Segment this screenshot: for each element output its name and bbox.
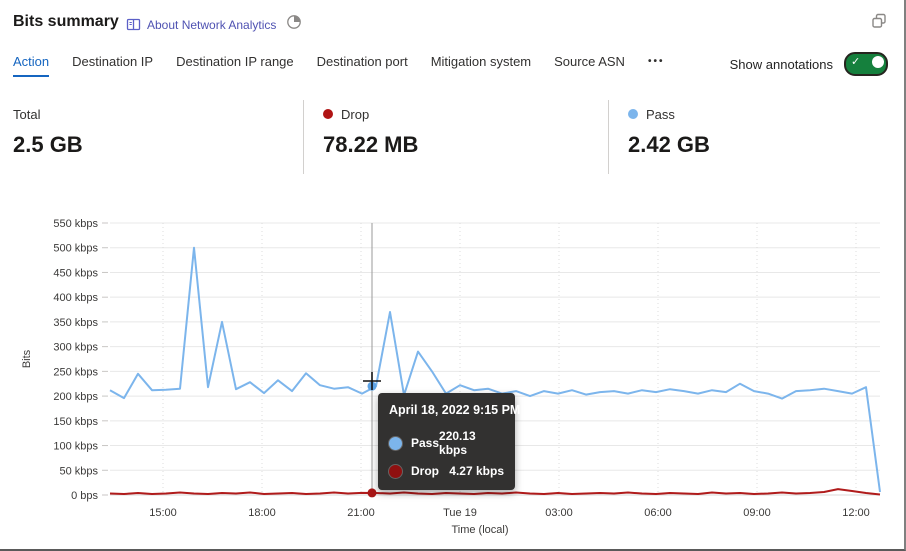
pass-series-dot: [389, 436, 402, 450]
show-annotations-label: Show annotations: [729, 56, 833, 72]
x-tick-label: 15:00: [149, 507, 177, 519]
tab-action[interactable]: Action: [13, 54, 50, 77]
stat-card-pass: Pass 2.42 GB: [608, 100, 728, 174]
x-tick-label: 21:00: [347, 507, 375, 519]
tooltip-row-pass: Pass 220.13 kbps: [389, 429, 504, 457]
x-tick-label: 03:00: [545, 507, 573, 519]
tooltip-rows: Pass 220.13 kbps Drop 4.27 kbps: [389, 429, 504, 478]
stat-card-drop: Drop 78.22 MB: [303, 100, 608, 174]
stat-label: Drop: [341, 106, 370, 122]
stat-label-row: Drop: [323, 106, 590, 122]
tab-destination-port[interactable]: Destination port: [316, 54, 408, 69]
tab-mitigation-system[interactable]: Mitigation system: [430, 54, 532, 69]
y-tick-label: 300 kbps: [53, 342, 98, 354]
dimension-tabbar: Action Destination IP Destination IP range…: [13, 54, 664, 77]
restore-window-icon[interactable]: [870, 12, 888, 30]
stat-label: Pass: [646, 106, 675, 122]
y-tick-label: 100 kbps: [53, 441, 98, 453]
stat-value: 2.5 GB: [13, 132, 83, 157]
y-tick-label: 200 kbps: [53, 391, 98, 403]
x-tick-label: 09:00: [743, 507, 771, 519]
y-tick-label: 500 kbps: [53, 243, 98, 255]
stat-label: Total: [13, 106, 41, 122]
y-tick-label: 350 kbps: [53, 317, 98, 329]
annotations-toggle[interactable]: ✓: [844, 52, 888, 76]
page-title: Bits summary: [13, 13, 119, 30]
x-tick-label: 18:00: [248, 507, 276, 519]
stat-label-row: Total: [13, 106, 285, 122]
x-axis: 15:00 18:00 21:00 Tue 19 03:00 06:00 09:00 12:0…: [149, 223, 870, 519]
tooltip-series-value: 220.13 kbps: [439, 429, 476, 457]
stat-value: 78.22 MB: [323, 132, 419, 157]
stat-value: 2.42 GB: [628, 132, 710, 157]
panel-header: Bits summary About Network Analytics: [0, 0, 904, 44]
y-tick-label: 400 kbps: [53, 292, 98, 304]
tooltip-series-name: Drop: [411, 464, 439, 478]
about-network-analytics-link[interactable]: About Network Analytics: [126, 17, 276, 32]
toggle-check-icon: ✓: [851, 56, 861, 68]
tab-destination-ip-range[interactable]: Destination IP range: [176, 54, 294, 69]
stat-label-row: Pass: [628, 106, 710, 122]
y-tick-label: 550 kbps: [53, 218, 98, 230]
tab-more[interactable]: •••: [647, 56, 665, 67]
tooltip-series-name: Pass: [411, 436, 440, 450]
tooltip-series-value: 4.27 kbps: [449, 464, 504, 478]
time-range-icon[interactable]: [285, 13, 303, 31]
drop-hover-marker: [367, 488, 377, 498]
summary-stats-row: Total 2.5 GB Drop 78.22 MB Pass 2.42 GB: [0, 100, 904, 174]
y-tick-label: 50 kbps: [59, 465, 98, 477]
tooltip-timestamp: April 18, 2022 9:15 PM: [389, 403, 521, 417]
show-annotations-control: Show annotations ✓: [730, 52, 888, 76]
drop-legend-dot: [323, 109, 333, 119]
x-tick-label: Tue 19: [443, 507, 477, 519]
y-tick-label: 450 kbps: [53, 267, 98, 279]
tab-source-asn[interactable]: Source ASN: [554, 54, 625, 69]
chart-tooltip: April 18, 2022 9:15 PM Pass 220.13 kbps Dr…: [378, 393, 521, 490]
y-tick-label: 250 kbps: [53, 366, 98, 378]
stat-card-total: Total 2.5 GB: [0, 100, 303, 174]
y-axis-title: Bits: [21, 349, 33, 368]
y-tick-label: 0 bps: [71, 490, 98, 502]
drop-series-line: [109, 488, 881, 496]
x-axis-title: Time (local): [451, 524, 508, 536]
tab-destination-ip[interactable]: Destination IP: [72, 54, 154, 69]
pass-legend-dot: [628, 109, 638, 119]
drop-series-dot: [389, 464, 402, 478]
tooltip-row-drop: Drop 4.27 kbps: [389, 464, 504, 478]
about-link-label: About Network Analytics: [147, 17, 277, 32]
book-icon: [126, 18, 141, 31]
toggle-knob: [872, 56, 884, 68]
x-tick-label: 06:00: [644, 507, 672, 519]
x-tick-label: 12:00: [842, 507, 870, 519]
y-tick-label: 150 kbps: [53, 416, 98, 428]
pass-series-line: [109, 246, 881, 493]
cursor-crosshair-icon: [363, 372, 381, 390]
